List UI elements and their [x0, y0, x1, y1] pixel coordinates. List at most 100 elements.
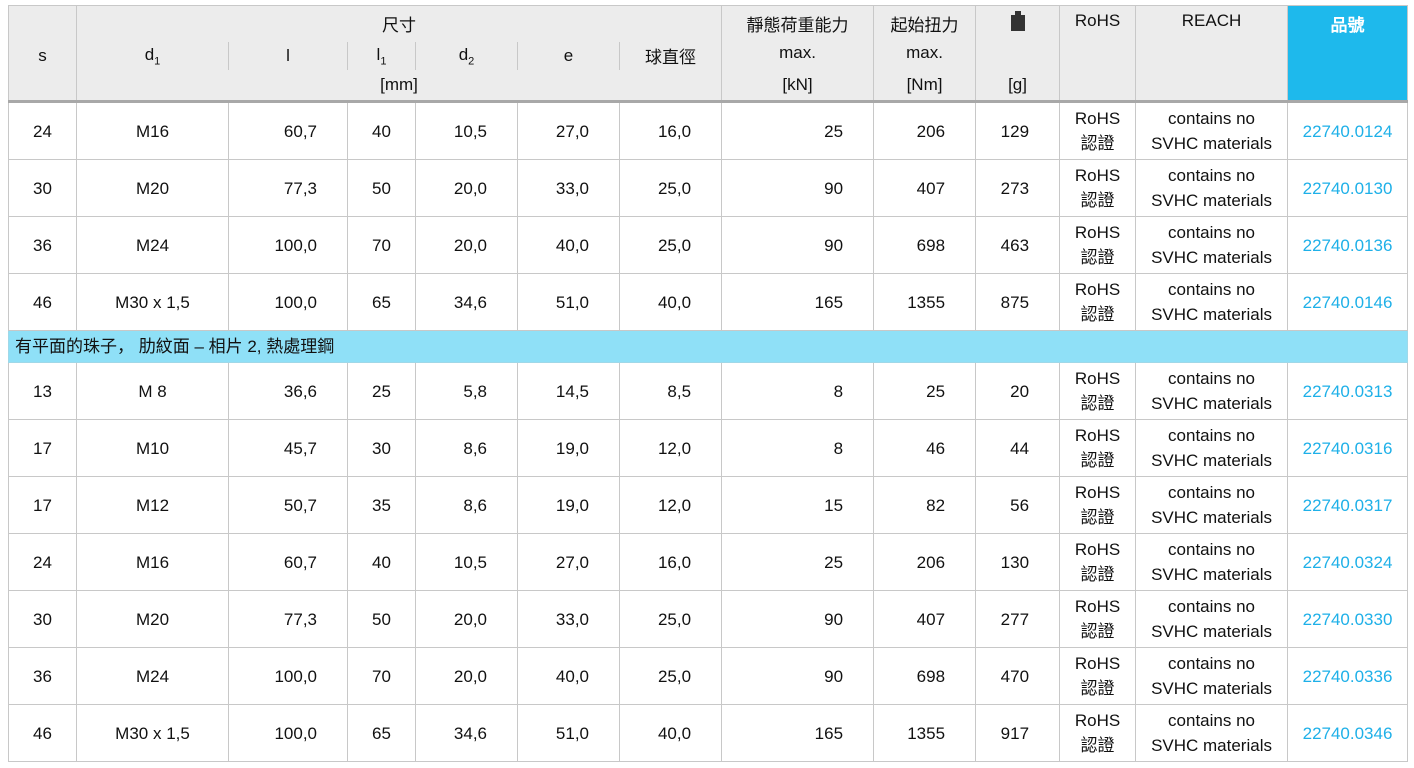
- cell: 33,0: [517, 159, 620, 217]
- cell: 40,0: [517, 216, 620, 274]
- cell: 24: [8, 101, 77, 160]
- cell: 45,7: [228, 419, 348, 477]
- cell: 90: [721, 647, 875, 705]
- cell: 90: [721, 216, 875, 274]
- reach-cell: contains no SVHC materials: [1135, 159, 1289, 217]
- cell: 14,5: [517, 362, 620, 420]
- cell: 20,0: [415, 216, 518, 274]
- table-row: 46 M30 x 1,5 100,0 65 34,6 51,0 40,0 165 1355 875…: [8, 273, 1409, 331]
- cell: 875: [975, 273, 1061, 331]
- cell: 10,5: [415, 101, 518, 160]
- cell: 65: [347, 704, 416, 762]
- rohs-cell: RoHS 認證: [1059, 590, 1137, 648]
- reach-cell: contains no SVHC materials: [1135, 216, 1289, 274]
- cell: 1355: [873, 273, 977, 331]
- cell: M 8: [76, 362, 229, 420]
- cell: 100,0: [228, 704, 348, 762]
- cell: 17: [8, 419, 77, 477]
- cell: M30 x 1,5: [76, 273, 229, 331]
- cell: M20: [76, 159, 229, 217]
- cell: 917: [975, 704, 1061, 762]
- col-s: s: [8, 41, 77, 70]
- cell: 12,0: [618, 476, 723, 534]
- cell: 16,0: [618, 101, 723, 160]
- cell: 8: [721, 362, 875, 420]
- cell: 35: [347, 476, 416, 534]
- torque-header: 起始扭力 max.: [873, 5, 977, 70]
- cell: 16,0: [618, 533, 723, 591]
- cell: 1355: [873, 704, 977, 762]
- cell: 27,0: [517, 533, 620, 591]
- cell: 5,8: [415, 362, 518, 420]
- cell: 10,5: [415, 533, 518, 591]
- cell: 165: [721, 273, 875, 331]
- cell: 8,6: [415, 419, 518, 477]
- cell: 206: [873, 101, 977, 160]
- cell: 77,3: [228, 159, 348, 217]
- part-number-link[interactable]: 22740.0330: [1287, 590, 1409, 648]
- part-number-link[interactable]: 22740.0346: [1287, 704, 1409, 762]
- part-number-link[interactable]: 22740.0317: [1287, 476, 1409, 534]
- col-ball-diameter: 球直徑: [618, 41, 723, 70]
- part-number-link[interactable]: 22740.0336: [1287, 647, 1409, 705]
- part-number-link[interactable]: 22740.0313: [1287, 362, 1409, 420]
- rohs-header: RoHS: [1059, 5, 1137, 103]
- cell: 70: [347, 647, 416, 705]
- table-row: 30 M20 77,3 50 20,0 33,0 25,0 90 407 273 RoHS 認證 con…: [8, 159, 1409, 217]
- cell: 82: [873, 476, 977, 534]
- part-number-header: 品號: [1287, 5, 1409, 103]
- table-row: 17 M12 50,7 35 8,6 19,0 12,0 15 82 56 RoHS 認證 contai…: [8, 476, 1409, 534]
- cell: 20,0: [415, 159, 518, 217]
- reach-cell: contains no SVHC materials: [1135, 273, 1289, 331]
- reach-cell: contains no SVHC materials: [1135, 419, 1289, 477]
- rohs-cell: RoHS 認證: [1059, 647, 1137, 705]
- cell: 34,6: [415, 273, 518, 331]
- part-number-link[interactable]: 22740.0136: [1287, 216, 1409, 274]
- rohs-cell: RoHS 認證: [1059, 101, 1137, 160]
- cell: 34,6: [415, 704, 518, 762]
- cell: 13: [8, 362, 77, 420]
- load-header: 靜態荷重能力 max.: [721, 5, 875, 70]
- part-number-link[interactable]: 22740.0124: [1287, 101, 1409, 160]
- cell: 40: [347, 533, 416, 591]
- cell: 25,0: [618, 216, 723, 274]
- rohs-cell: RoHS 認證: [1059, 362, 1137, 420]
- rohs-cell: RoHS 認證: [1059, 216, 1137, 274]
- table-row: 30 M20 77,3 50 20,0 33,0 25,0 90 407 277 RoHS 認證 con…: [8, 590, 1409, 648]
- cell: 463: [975, 216, 1061, 274]
- cell: 40,0: [618, 704, 723, 762]
- cell: 36,6: [228, 362, 348, 420]
- part-number-link[interactable]: 22740.0316: [1287, 419, 1409, 477]
- cell: 25,0: [618, 159, 723, 217]
- cell: 70: [347, 216, 416, 274]
- cell: 698: [873, 216, 977, 274]
- cell: 65: [347, 273, 416, 331]
- cell: 27,0: [517, 101, 620, 160]
- cell: 277: [975, 590, 1061, 648]
- cell: 60,7: [228, 533, 348, 591]
- cell: 8: [721, 419, 875, 477]
- cell: M24: [76, 647, 229, 705]
- cell: 60,7: [228, 101, 348, 160]
- cell: 36: [8, 216, 77, 274]
- cell: 470: [975, 647, 1061, 705]
- section-header: 有平面的珠子， 肋紋面 – 相片 2, 熱處理鋼: [7, 330, 1409, 363]
- rohs-cell: RoHS 認證: [1059, 159, 1137, 217]
- cell: 36: [8, 647, 77, 705]
- cell: 24: [8, 533, 77, 591]
- cell: 46: [873, 419, 977, 477]
- cell: 8,5: [618, 362, 723, 420]
- cell: 8,6: [415, 476, 518, 534]
- cell: M20: [76, 590, 229, 648]
- part-number-link[interactable]: 22740.0130: [1287, 159, 1409, 217]
- cell: 20,0: [415, 647, 518, 705]
- cell: 30: [8, 159, 77, 217]
- cell: 15: [721, 476, 875, 534]
- cell: 44: [975, 419, 1061, 477]
- weight-header: [975, 5, 1061, 70]
- part-number-link[interactable]: 22740.0146: [1287, 273, 1409, 331]
- cell: 20: [975, 362, 1061, 420]
- part-number-link[interactable]: 22740.0324: [1287, 533, 1409, 591]
- reach-cell: contains no SVHC materials: [1135, 101, 1289, 160]
- cell: 25: [347, 362, 416, 420]
